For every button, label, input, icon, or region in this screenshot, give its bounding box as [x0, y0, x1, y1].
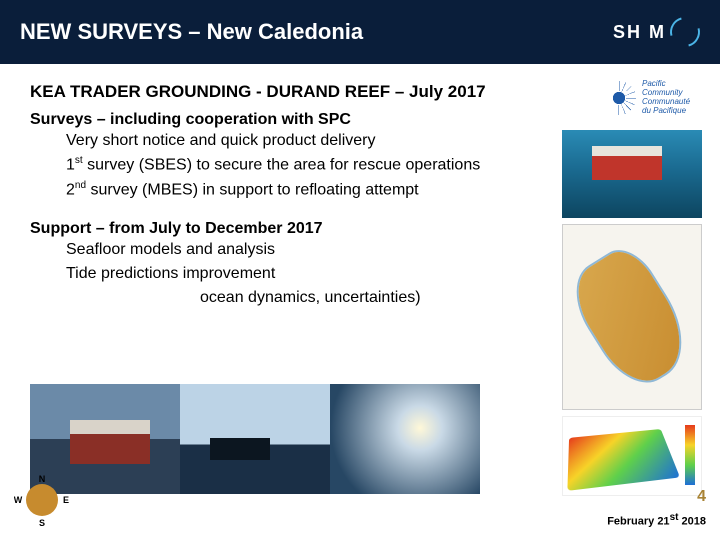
bathymetry-surface	[562, 416, 702, 496]
map-island-shape	[563, 242, 700, 395]
logo-ring-icon	[665, 12, 706, 53]
date-pre: February 21	[607, 516, 669, 528]
bathy-gradient-surface	[567, 429, 680, 491]
photo-survey-vessel	[180, 384, 330, 494]
compass-s: S	[39, 518, 45, 528]
compass-n: N	[39, 474, 46, 484]
compass-rose-icon: N E S W	[14, 472, 70, 528]
page-number: 4	[697, 488, 706, 506]
compass-w: W	[14, 495, 23, 505]
photo-ship-aerial	[562, 130, 702, 218]
compass-e: E	[63, 495, 69, 505]
slide-subtitle: KEA TRADER GROUNDING - DURAND REEF – Jul…	[30, 78, 690, 105]
shom-logo: SH M	[613, 17, 700, 47]
bathy-colorbar	[685, 425, 695, 485]
header-title: NEW SURVEYS – New Caledonia	[20, 19, 363, 45]
photo-ocean-sunglare	[330, 384, 480, 494]
bottom-photo-row	[30, 384, 480, 494]
logo-text: SH M	[613, 22, 666, 43]
slide-header: NEW SURVEYS – New Caledonia SH M	[0, 0, 720, 64]
date-post: 2018	[678, 516, 706, 528]
compass-letters: N E S W	[14, 472, 70, 528]
section-head: Surveys – including cooperation with SPC	[30, 111, 690, 129]
footer-date: February 21st 2018	[607, 512, 706, 528]
map-new-caledonia	[562, 224, 702, 410]
